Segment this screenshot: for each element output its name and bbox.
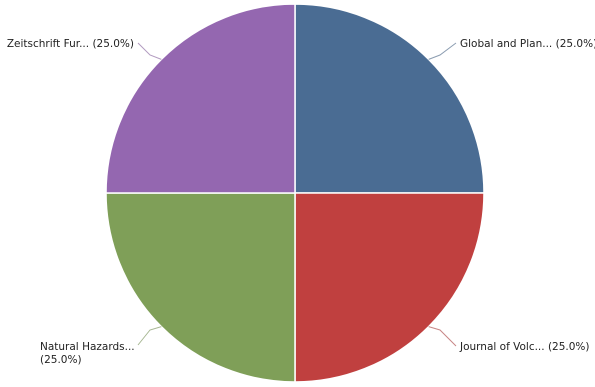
slice-label-1: Global and Plan... (25.0%) [460,38,595,50]
pie-slice-4[interactable] [105,3,296,194]
pie-slice-2[interactable] [294,192,485,383]
slice-label-percent-3: (25.0%) [40,354,82,366]
slice-label-3: Natural Hazards... (25.0%) [40,341,135,366]
slice-label-name-3: Natural Hazards... [40,341,135,353]
slice-label-2: Journal of Volc... (25.0%) [459,341,590,353]
slices-layer [105,3,485,383]
slice-label-4: Zeitschrift Fur... (25.0%) [7,38,134,50]
label-connector-4 [137,42,162,60]
pie-slice-3[interactable] [105,192,296,383]
pie-slice-1[interactable] [294,3,485,194]
label-connector-2 [428,326,457,347]
labels-layer: Global and Plan... (25.0%) Journal of Vol… [7,38,595,366]
label-connector-3 [137,326,162,346]
label-connector-1 [428,42,457,60]
